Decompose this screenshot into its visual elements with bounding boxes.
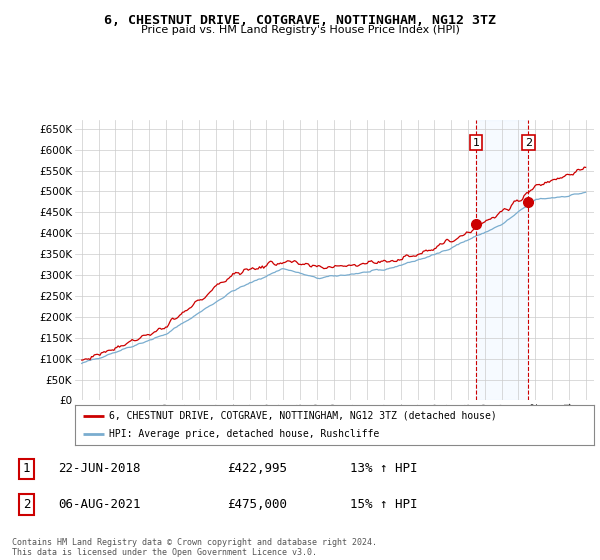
Text: 15% ↑ HPI: 15% ↑ HPI xyxy=(350,498,417,511)
Text: 22-JUN-2018: 22-JUN-2018 xyxy=(59,463,141,475)
Text: 13% ↑ HPI: 13% ↑ HPI xyxy=(350,463,417,475)
Text: HPI: Average price, detached house, Rushcliffe: HPI: Average price, detached house, Rush… xyxy=(109,430,379,439)
Text: 1: 1 xyxy=(23,463,30,475)
Text: 2: 2 xyxy=(23,498,30,511)
Text: Contains HM Land Registry data © Crown copyright and database right 2024.
This d: Contains HM Land Registry data © Crown c… xyxy=(12,538,377,557)
Text: 1: 1 xyxy=(472,138,479,147)
Text: Price paid vs. HM Land Registry's House Price Index (HPI): Price paid vs. HM Land Registry's House … xyxy=(140,25,460,35)
Text: 6, CHESTNUT DRIVE, COTGRAVE, NOTTINGHAM, NG12 3TZ (detached house): 6, CHESTNUT DRIVE, COTGRAVE, NOTTINGHAM,… xyxy=(109,411,496,421)
Bar xyxy=(476,120,529,400)
Text: 06-AUG-2021: 06-AUG-2021 xyxy=(59,498,141,511)
Text: 6, CHESTNUT DRIVE, COTGRAVE, NOTTINGHAM, NG12 3TZ: 6, CHESTNUT DRIVE, COTGRAVE, NOTTINGHAM,… xyxy=(104,14,496,27)
Text: £475,000: £475,000 xyxy=(227,498,287,511)
Text: £422,995: £422,995 xyxy=(227,463,287,475)
Text: 2: 2 xyxy=(525,138,532,147)
